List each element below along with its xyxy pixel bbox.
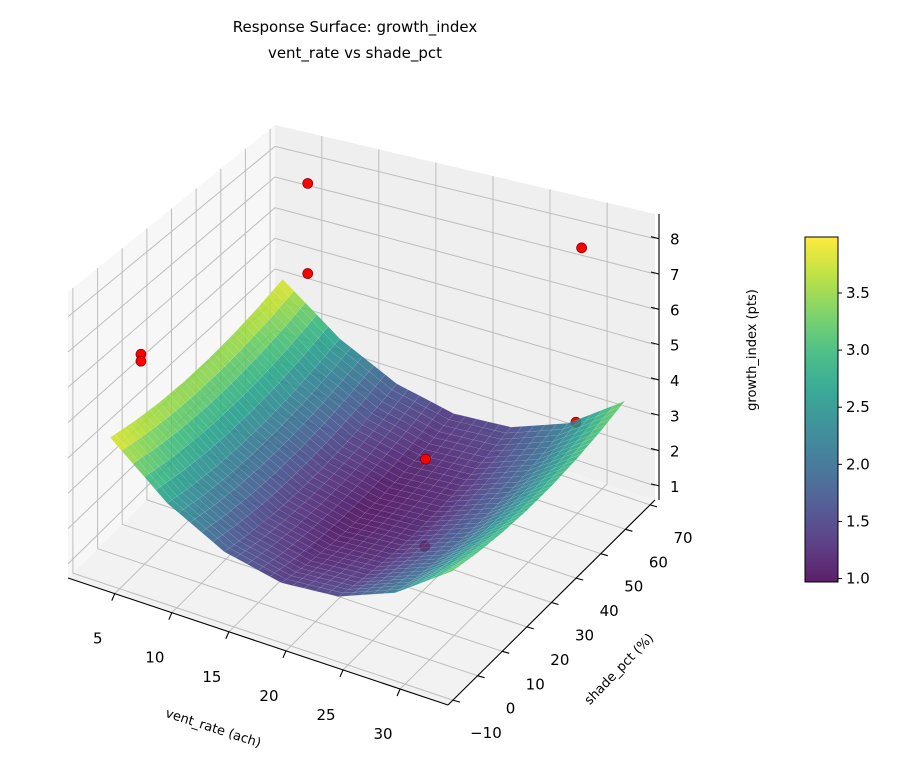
z-tick-label: 4 [670, 372, 680, 390]
z-tick-label: 2 [670, 443, 680, 461]
chart-subtitle: vent_rate vs shade_pct [268, 44, 442, 63]
z-tick-label: 8 [670, 231, 680, 249]
z-tick [650, 236, 660, 240]
data-point [302, 268, 314, 279]
y-tick-label: 30 [575, 627, 594, 645]
response-surface [109, 278, 626, 597]
axes: 5 10 15 20 25 30 −100 10 20 30 40 50 60 70 1 2 3 4 5 6 7 8 [67, 214, 693, 743]
chart-title: Response Surface: growth_index [233, 18, 478, 37]
z-tick [650, 483, 660, 487]
y-tick [575, 577, 584, 581]
y-tick [551, 601, 559, 606]
data-point [576, 242, 587, 254]
colorbar-tick-label: 3.5 [846, 284, 870, 302]
x-tick-label: 30 [374, 725, 393, 743]
y-tick-label: −10 [470, 724, 502, 742]
z-tick [650, 448, 660, 452]
colorbar-bar [804, 236, 839, 583]
z-tick-label: 7 [670, 266, 680, 284]
z-tick [650, 412, 660, 416]
colorbar: 1.0 1.5 2.0 2.5 3.0 3.5 [804, 236, 870, 588]
y-tick [452, 699, 461, 703]
z-tick [650, 342, 660, 346]
z-tick-label: 3 [670, 407, 680, 425]
data-point [135, 355, 147, 367]
surface-facet [440, 567, 458, 576]
y-tick-label: 20 [550, 651, 569, 669]
colorbar-tick-label: 3.0 [846, 341, 870, 359]
grid-line-z [67, 145, 656, 318]
y-tick [625, 528, 633, 532]
grid-line-z [67, 268, 656, 459]
x-axis-label: vent_rate (ach) [163, 706, 262, 751]
colorbar-tick-label: 1.0 [846, 570, 870, 588]
y-tick [477, 675, 485, 679]
y-tick [526, 626, 535, 630]
y-tick-label: 70 [674, 529, 693, 547]
surface-facet [490, 528, 507, 538]
x-tick-label: 20 [259, 687, 278, 705]
z-tick [650, 271, 660, 275]
x-tick-label: 25 [316, 706, 335, 724]
y-tick [600, 553, 608, 557]
x-tick-label: 15 [202, 668, 221, 686]
surface-facet [495, 523, 512, 534]
x-tick-label: 10 [145, 649, 164, 667]
x-tick [282, 650, 287, 659]
x-axis-line [67, 577, 449, 706]
grid-line-z [67, 176, 656, 353]
y-tick [649, 504, 658, 508]
y-tick-label: 40 [600, 602, 619, 620]
data-point [302, 178, 314, 189]
x-tick [396, 688, 401, 697]
surface-facet [578, 437, 596, 448]
y-tick [502, 650, 510, 654]
scatter-points [135, 178, 587, 465]
z-tick-label: 5 [670, 337, 680, 355]
x-tick [111, 593, 116, 601]
grid-line-z [67, 207, 656, 388]
z-tick-label: 6 [670, 301, 680, 319]
data-point [420, 453, 431, 465]
colorbar-tick-label: 2.5 [846, 398, 870, 416]
z-axis-label: growth_index (pts) [745, 289, 760, 411]
x-tick [225, 631, 230, 639]
colorbar-tick-label: 1.5 [846, 512, 870, 530]
z-tick-label: 1 [670, 478, 680, 496]
surface-facet [588, 424, 606, 437]
z-tick [650, 306, 660, 310]
x-tick [168, 612, 173, 620]
x-tick-label: 5 [93, 630, 103, 648]
y-tick-label: 60 [649, 553, 668, 571]
colorbar-tick-label: 2.0 [846, 455, 870, 473]
y-tick-label: 50 [624, 578, 643, 596]
y-tick-label: 0 [506, 700, 516, 718]
y-tick-label: 10 [526, 675, 545, 693]
surface-facet [608, 400, 626, 412]
back-wall-pane [275, 125, 655, 500]
z-tick [650, 377, 660, 381]
x-tick [339, 669, 344, 678]
